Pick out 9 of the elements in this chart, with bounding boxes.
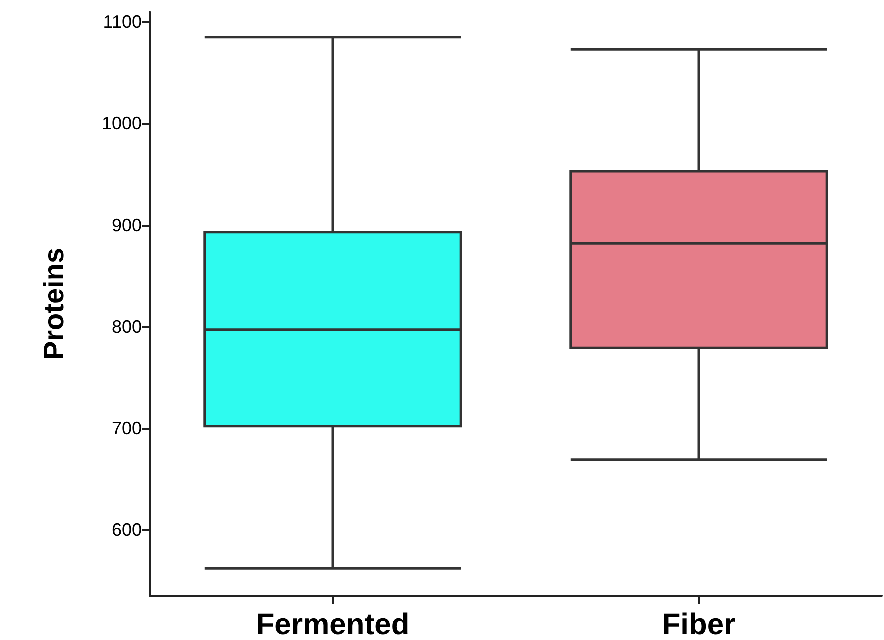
y-tick-label: 900 bbox=[112, 215, 142, 236]
y-tick-label: 800 bbox=[112, 316, 142, 337]
y-tick-label: 1000 bbox=[102, 114, 142, 134]
x-tick-label: Fermented bbox=[256, 608, 410, 640]
y-tick-label: 1100 bbox=[103, 12, 142, 32]
y-tick-label: 600 bbox=[112, 520, 142, 540]
y-axis-title: Proteins bbox=[38, 248, 70, 360]
x-tick-label: Fiber bbox=[662, 608, 736, 640]
y-tick-label: 700 bbox=[112, 418, 142, 438]
